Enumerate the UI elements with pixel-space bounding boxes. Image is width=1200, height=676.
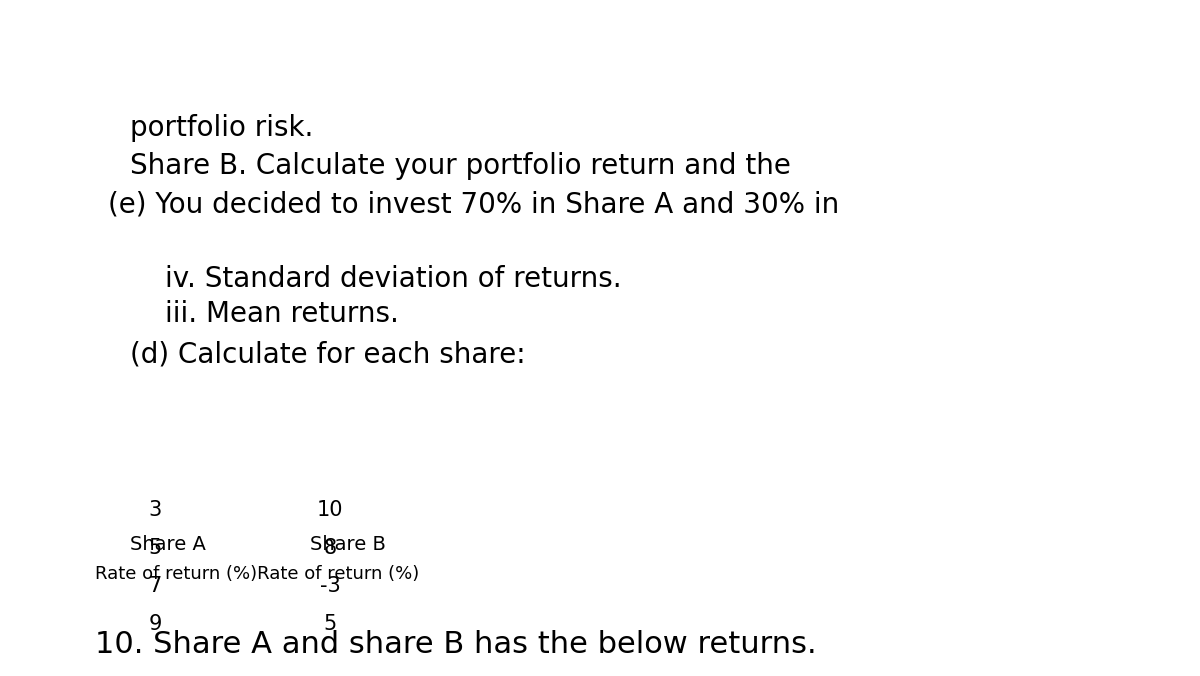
Text: 9: 9 [149, 614, 162, 634]
Text: 5: 5 [323, 614, 337, 634]
Text: 10. Share A and share B has the below returns.: 10. Share A and share B has the below re… [95, 630, 817, 659]
Text: iii. Mean returns.: iii. Mean returns. [166, 300, 398, 328]
Text: Rate of return (%)Rate of return (%): Rate of return (%)Rate of return (%) [95, 565, 419, 583]
Text: 10: 10 [317, 500, 343, 520]
Text: iv. Standard deviation of returns.: iv. Standard deviation of returns. [166, 265, 622, 293]
Text: 5: 5 [149, 538, 162, 558]
Text: 7: 7 [149, 576, 162, 596]
Text: (d) Calculate for each share:: (d) Calculate for each share: [130, 340, 526, 368]
Text: (e) You decided to invest 70% in Share A and 30% in: (e) You decided to invest 70% in Share A… [108, 190, 839, 218]
Text: portfolio risk.: portfolio risk. [130, 114, 313, 142]
Text: 3: 3 [149, 500, 162, 520]
Text: Share B. Calculate your portfolio return and the: Share B. Calculate your portfolio return… [130, 152, 791, 180]
Text: Share A: Share A [130, 535, 206, 554]
Text: -3: -3 [319, 576, 341, 596]
Text: Share B: Share B [310, 535, 386, 554]
Text: 8: 8 [324, 538, 336, 558]
